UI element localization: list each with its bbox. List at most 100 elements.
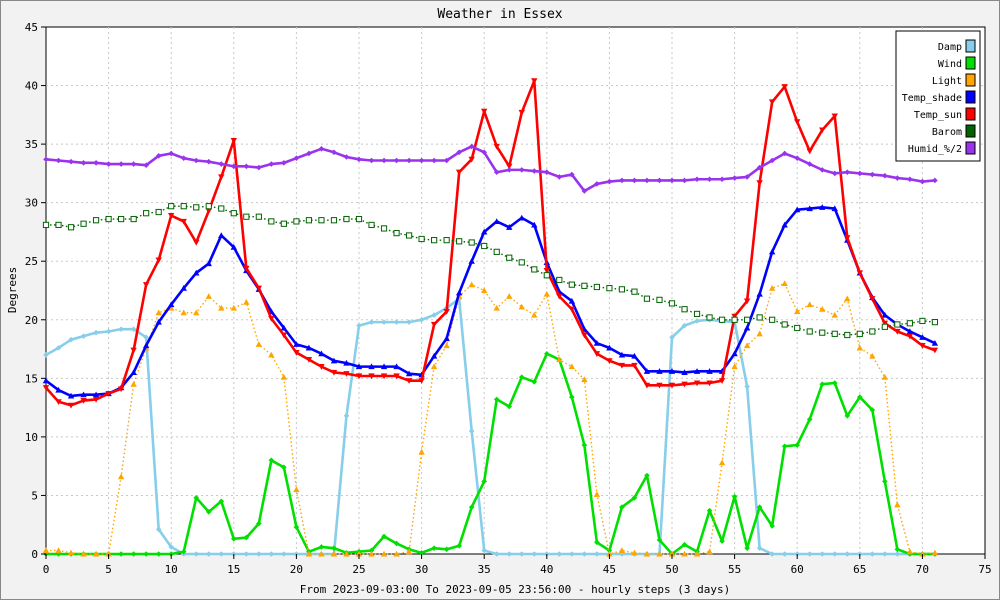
x-tick-label: 70 [916,563,929,576]
data-point [443,546,450,553]
data-point [756,504,763,510]
chart-title: Weather in Essex [437,7,562,22]
data-point [806,205,813,212]
data-point [180,309,187,316]
data-point [330,550,338,557]
data-point [255,213,262,220]
data-point [518,374,525,380]
data-point [155,551,162,557]
data-point [743,298,751,305]
data-point [493,143,500,150]
data-point [80,550,87,557]
data-point [869,296,876,302]
data-point [205,208,212,215]
data-point [781,221,788,228]
data-point [368,221,375,229]
data-point [193,551,200,557]
data-point [631,352,638,359]
legend-label: Damp [938,42,962,53]
data-point [831,551,838,557]
data-point [518,551,525,557]
x-tick-label: 0 [43,563,50,576]
data-point [619,177,625,184]
data-point [355,363,363,370]
y-tick-label: 25 [25,255,38,268]
y-tick-label: 0 [31,548,38,561]
data-point [193,309,200,316]
data-point [330,369,338,376]
data-point [706,548,713,555]
data-point [881,320,889,327]
data-point [593,491,601,497]
x-tick-label: 20 [290,563,303,576]
data-point [844,551,851,557]
data-point [593,283,600,291]
data-point [856,270,863,277]
data-point [593,340,601,346]
data-point [168,301,175,308]
data-point [368,157,375,164]
data-point [168,203,175,210]
data-point [856,330,863,337]
data-point [907,176,913,183]
data-point [831,380,838,386]
data-point [55,551,62,557]
data-point [455,289,463,296]
data-point [268,351,275,358]
data-point [681,177,688,184]
data-point [781,280,788,287]
data-point [744,545,750,551]
data-point [481,547,487,554]
series-line-temp-sun [45,79,936,407]
data-point [468,281,475,288]
data-point [405,548,413,555]
data-point [155,526,162,533]
data-point [118,215,125,223]
y-tick-label: 30 [25,197,38,210]
data-point [506,293,513,299]
data-point [518,214,525,221]
data-point [117,473,125,480]
data-point [518,303,525,310]
data-point [606,550,613,557]
data-point [794,119,801,126]
data-point [869,171,876,178]
data-point [769,523,775,529]
data-point [456,149,462,156]
data-point [368,363,375,370]
data-point [768,284,776,291]
data-point [318,217,325,224]
data-point [218,205,225,212]
series-layer [42,78,939,557]
data-point [243,265,250,272]
grid-layer [46,27,985,554]
data-point [894,546,901,553]
data-point [155,309,162,316]
data-point [43,156,49,163]
series-barom [42,203,939,339]
data-point [618,286,626,293]
data-point [431,237,438,244]
data-point [456,543,462,549]
data-point [468,156,475,163]
data-point [92,396,100,403]
data-point [443,237,450,244]
data-point [180,548,187,555]
data-point [857,170,863,177]
data-point [844,413,851,419]
series-temp-shade [42,204,939,399]
data-point [631,177,638,184]
x-tick-label: 60 [791,563,804,576]
data-point [281,551,287,557]
axis-layer: 0 5 10 15 20 25 30 35 40 45 50 55 60 65 70 75 0 5 10 15 20 25… [25,21,992,576]
data-point [756,164,763,171]
data-point [819,551,826,557]
data-point [493,218,500,224]
data-point [656,537,663,543]
data-point [130,347,137,354]
data-point [493,304,500,311]
data-point [544,169,550,176]
data-point [544,350,550,357]
data-point [506,403,513,410]
y-tick-label: 35 [25,138,38,151]
